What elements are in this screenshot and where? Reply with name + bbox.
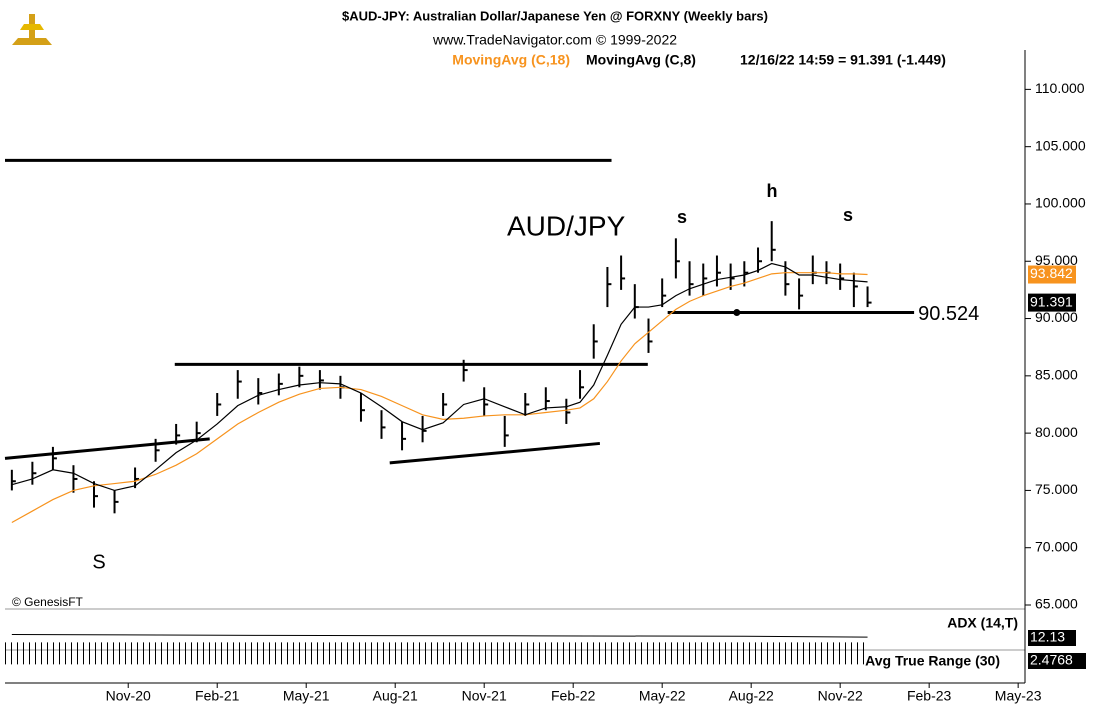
adx-line — [11, 634, 868, 638]
neckline-label: 90.524 — [918, 303, 979, 325]
y-tick-label: 95.000 — [1035, 252, 1078, 268]
x-tick-label: May-22 — [639, 688, 686, 704]
moving-average — [11, 262, 868, 492]
y-tick-label: 85.000 — [1035, 367, 1078, 383]
y-tick-label: 70.000 — [1035, 538, 1078, 554]
annotation: s — [843, 205, 853, 225]
price-tag-label: 91.391 — [1030, 293, 1073, 309]
x-tick-label: Feb-23 — [907, 688, 952, 704]
annotation: h — [767, 181, 778, 201]
y-tick-label: 110.000 — [1035, 80, 1085, 96]
neckline-dot — [733, 309, 741, 317]
x-tick-label: May-21 — [283, 688, 330, 704]
x-tick-label: Feb-22 — [551, 688, 596, 704]
y-tick-label: 65.000 — [1035, 596, 1078, 612]
price-tag — [1028, 293, 1076, 312]
x-tick-label: Feb-21 — [195, 688, 240, 704]
price-tag — [1028, 265, 1076, 284]
y-tick-label: 90.000 — [1035, 309, 1078, 325]
annotation: S — [92, 551, 105, 573]
subtitle: www.TradeNavigator.com © 1999-2022 — [432, 32, 677, 48]
annotation: s — [677, 207, 687, 227]
legend-quote: 12/16/22 14:59 = 91.391 (-1.449) — [740, 52, 946, 68]
x-tick-label: Nov-21 — [462, 688, 507, 704]
y-tick-label: 80.000 — [1035, 424, 1078, 440]
x-tick-label: May-23 — [995, 688, 1042, 704]
moving-average — [11, 272, 868, 524]
y-tick-label: 100.000 — [1035, 195, 1086, 211]
atr-tag — [1028, 653, 1086, 669]
price-tag-label: 93.842 — [1030, 265, 1073, 281]
annotation: AUD/JPY — [507, 210, 626, 241]
x-tick-label: Nov-20 — [106, 688, 151, 704]
legend-ma8: MovingAvg (C,8) — [586, 52, 696, 68]
x-tick-label: Aug-22 — [729, 688, 774, 704]
y-tick-label: 105.000 — [1035, 137, 1086, 153]
credit: © GenesisFT — [12, 595, 84, 609]
x-tick-label: Nov-22 — [818, 688, 863, 704]
legend-ma18: MovingAvg (C,18) — [452, 52, 570, 68]
y-tick-label: 75.000 — [1035, 481, 1078, 497]
title: $AUD-JPY: Australian Dollar/Japanese Yen… — [342, 8, 768, 23]
trendline — [389, 441, 601, 465]
adx-tag-label: 12.13 — [1030, 629, 1065, 645]
adx-tag — [1028, 630, 1076, 646]
atr-label: Avg True Range (30) — [865, 653, 1000, 669]
logo — [12, 14, 52, 45]
atr-tag-label: 2.4768 — [1030, 652, 1073, 668]
adx-label: ADX (14,T) — [947, 615, 1018, 631]
x-tick-label: Aug-21 — [373, 688, 418, 704]
